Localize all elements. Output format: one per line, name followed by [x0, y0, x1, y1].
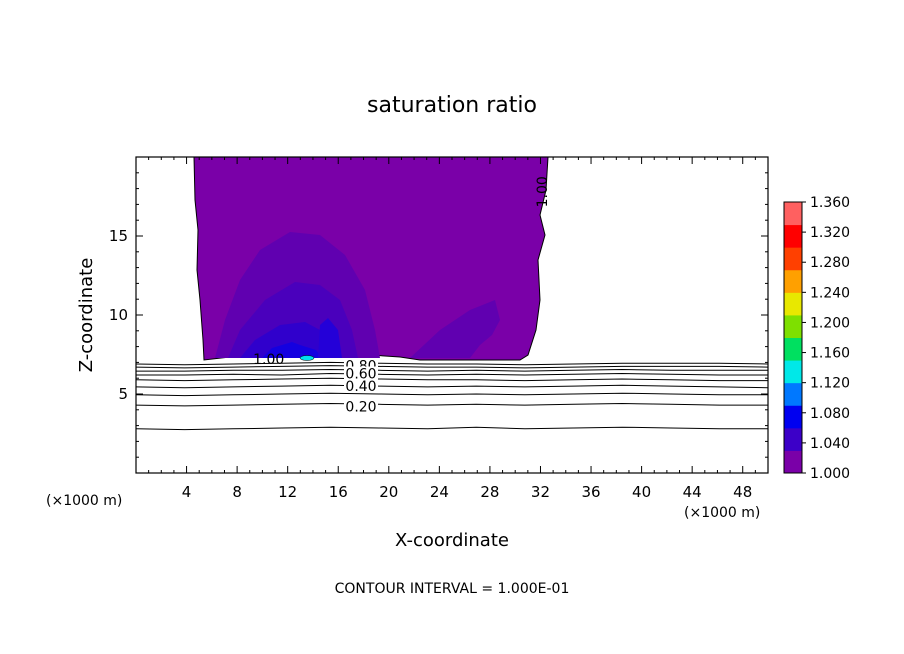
contour-label: 0.60 [345, 367, 376, 383]
chart-title: saturation ratio [367, 93, 537, 118]
x-tick-label: 48 [733, 483, 752, 501]
x-tick-label: 40 [632, 483, 651, 501]
contour-line [136, 377, 768, 382]
contour-line [136, 365, 768, 369]
colorbar-swatch [784, 405, 802, 429]
colorbar-label: 1.200 [810, 315, 850, 331]
colorbar-swatch [784, 382, 802, 406]
colorbar-swatch [784, 224, 802, 248]
region-level-1040-b [318, 318, 342, 358]
colorbar-label: 1.080 [810, 406, 850, 422]
contour-lines [136, 361, 768, 431]
colorbar-swatch [784, 269, 802, 293]
x-axis-label: X-coordinate [395, 530, 509, 551]
x-unit-right: (×1000 m) [684, 505, 760, 521]
colorbar-swatch [784, 360, 802, 384]
contour-label: 1.00 [535, 176, 551, 207]
x-unit-left: (×1000 m) [46, 493, 122, 509]
x-tick-label: 16 [329, 483, 348, 501]
region-max-cyan [299, 355, 315, 361]
y-tick-label: 10 [109, 306, 128, 324]
colorbar-label: 1.120 [810, 376, 850, 392]
contour-interval: CONTOUR INTERVAL = 1.000E-01 [335, 581, 570, 597]
contour-label-bg [344, 399, 378, 413]
colorbar-swatch [784, 292, 802, 316]
contour-line [136, 384, 768, 389]
colorbar-swatch [784, 450, 802, 474]
contour-line [136, 368, 768, 372]
colorbar-swatch [784, 337, 802, 361]
contour-line [136, 372, 768, 376]
colorbar-label: 1.000 [810, 466, 850, 482]
x-tick-label: 20 [379, 483, 398, 501]
colorbar-label: 1.040 [810, 436, 850, 452]
contour-label: 0.40 [345, 379, 376, 395]
colorbar-label: 1.240 [810, 285, 850, 301]
x-tick-label: 24 [430, 483, 449, 501]
contour-line [136, 392, 768, 397]
contour-line [136, 361, 768, 366]
contour-label: 0.20 [345, 400, 376, 416]
contour-label: 1.00 [253, 352, 284, 368]
x-tick-label: 12 [278, 483, 297, 501]
contour-line [136, 402, 768, 407]
contour-label-bg [344, 379, 378, 393]
supersaturated-region [193, 157, 549, 361]
colorbar-label: 1.360 [810, 195, 850, 211]
x-tick-label: 36 [581, 483, 600, 501]
y-tick-label: 5 [118, 385, 128, 403]
colorbar-swatch [784, 314, 802, 338]
colorbar: 1.000 1.040 1.080 1.120 1.160 1.200 1.240 1.280… [783, 195, 850, 482]
x-tick-label: 32 [531, 483, 550, 501]
colorbar-label: 1.280 [810, 255, 850, 271]
contour-line [136, 426, 768, 431]
region-level-1040 [262, 342, 322, 358]
x-tick-label: 8 [232, 483, 242, 501]
colorbar-swatch [784, 202, 802, 226]
colorbar-swatch [784, 427, 802, 451]
y-axis: 5 10 15 [109, 172, 768, 458]
colorbar-frame [783, 201, 803, 474]
contour-label-bg [344, 366, 378, 380]
contour-labels: 1.001.000.800.600.400.20 [253, 176, 551, 416]
colorbar-swatch [784, 247, 802, 271]
colorbar-label: 1.320 [810, 225, 850, 241]
region-level-1005-right [410, 300, 500, 358]
colorbar-label: 1.160 [810, 346, 850, 362]
x-tick-label: 28 [480, 483, 499, 501]
y-axis-label: Z-coordinate [76, 258, 97, 373]
x-axis: 4 8 12 16 20 24 28 32 36 40 44 48 [148, 157, 756, 501]
x-tick-label: 44 [683, 483, 702, 501]
y-tick-label: 15 [109, 227, 128, 245]
x-tick-label: 4 [182, 483, 192, 501]
